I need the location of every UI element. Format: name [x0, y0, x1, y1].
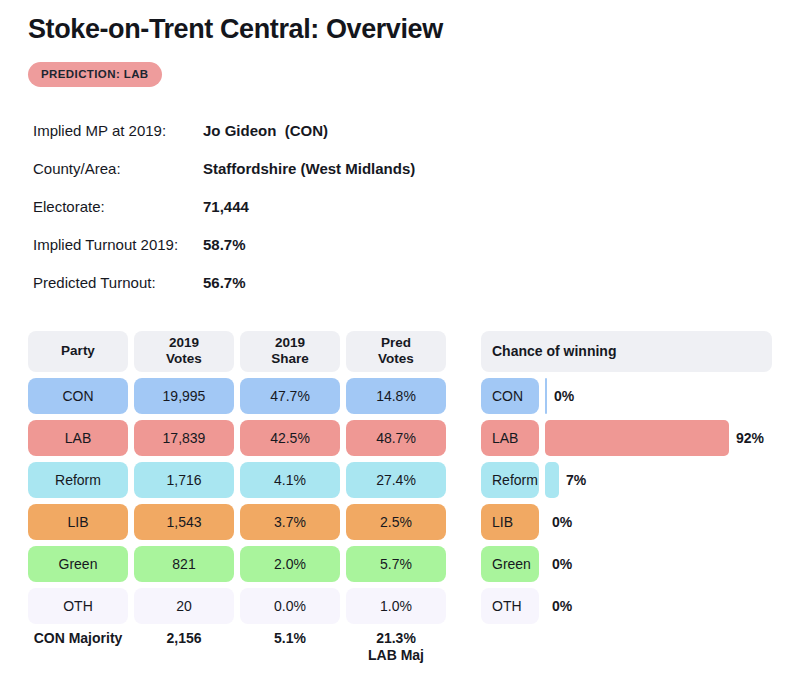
constituency-details: Implied MP at 2019: Jo Gideon (CON) Coun… [28, 122, 772, 292]
pred-votes-cell: 1.0% [346, 588, 446, 624]
constituency-overview-page: Stoke-on-Trent Central: Overview PREDICT… [0, 0, 794, 670]
header-cell-2019-votes: 2019 Votes [134, 331, 234, 372]
chance-row-lib: LIB 0% [481, 504, 772, 540]
bar-zone: 0% [545, 546, 772, 582]
party-cell: CON [28, 378, 128, 414]
detail-label: Implied Turnout 2019: [33, 236, 203, 254]
detail-value: 58.7% [203, 236, 246, 254]
chance-bar [545, 378, 547, 414]
majority-share: 5.1% [240, 630, 340, 664]
bar-zone: 0% [545, 504, 772, 540]
detail-row-predicted-turnout: Predicted Turnout: 56.7% [33, 274, 772, 292]
chance-bar [545, 420, 729, 456]
votes-2019-cell: 19,995 [134, 378, 234, 414]
detail-row-implied-mp: Implied MP at 2019: Jo Gideon (CON) [33, 122, 772, 140]
detail-label: Implied MP at 2019: [33, 122, 203, 140]
chance-of-winning-panel: Chance of winning CON 0% LAB 92% Reform [481, 331, 772, 630]
table-row-con: CON 19,995 47.7% 14.8% [28, 378, 446, 414]
chance-pct-label: 0% [552, 598, 572, 614]
share-2019-cell: 2.0% [240, 546, 340, 582]
chance-pct-label: 0% [554, 388, 574, 404]
detail-row-electorate: Electorate: 71,444 [33, 198, 772, 216]
detail-label: County/Area: [33, 160, 203, 178]
bar-zone: 92% [545, 420, 772, 456]
share-2019-cell: 47.7% [240, 378, 340, 414]
party-cell: Green [28, 546, 128, 582]
party-chip: LIB [481, 504, 539, 540]
table-row-lab: LAB 17,839 42.5% 48.7% [28, 420, 446, 456]
bar-zone: 7% [545, 462, 772, 498]
results-table: Party 2019 Votes 2019 Share Pred Votes C… [28, 331, 446, 670]
prediction-badge: PREDICTION: LAB [28, 62, 162, 87]
share-2019-cell: 3.7% [240, 504, 340, 540]
table-row-lib: LIB 1,543 3.7% 2.5% [28, 504, 446, 540]
bar-zone: 0% [545, 588, 772, 624]
party-cell: OTH [28, 588, 128, 624]
pred-votes-cell: 5.7% [346, 546, 446, 582]
header-cell-pred-votes: Pred Votes [346, 331, 446, 372]
pred-votes-cell: 27.4% [346, 462, 446, 498]
detail-row-implied-turnout: Implied Turnout 2019: 58.7% [33, 236, 772, 254]
bar-zone: 0% [545, 378, 772, 414]
chance-row-lab: LAB 92% [481, 420, 772, 456]
share-2019-cell: 0.0% [240, 588, 340, 624]
chance-pct-label: 7% [566, 472, 586, 488]
votes-2019-cell: 1,716 [134, 462, 234, 498]
detail-value: Staffordshire (West Midlands) [203, 160, 415, 178]
majority-votes: 2,156 [134, 630, 234, 664]
party-cell: LAB [28, 420, 128, 456]
chance-row-reform: Reform 7% [481, 462, 772, 498]
chance-pct-label: 0% [552, 514, 572, 530]
table-row-green: Green 821 2.0% 5.7% [28, 546, 446, 582]
chance-row-con: CON 0% [481, 378, 772, 414]
party-chip: Green [481, 546, 539, 582]
chance-pct-label: 0% [552, 556, 572, 572]
detail-value: 71,444 [203, 198, 249, 216]
share-2019-cell: 42.5% [240, 420, 340, 456]
detail-label: Predicted Turnout: [33, 274, 203, 292]
chance-panel-title: Chance of winning [481, 331, 772, 372]
votes-2019-cell: 17,839 [134, 420, 234, 456]
votes-2019-cell: 821 [134, 546, 234, 582]
share-2019-cell: 4.1% [240, 462, 340, 498]
detail-row-county-area: County/Area: Staffordshire (West Midland… [33, 160, 772, 178]
header-cell-party: Party [28, 331, 128, 372]
party-chip: CON [481, 378, 539, 414]
majority-label: CON Majority [28, 630, 128, 664]
pred-votes-cell: 48.7% [346, 420, 446, 456]
party-chip: Reform [481, 462, 539, 498]
detail-value: 56.7% [203, 274, 246, 292]
table-row-oth: OTH 20 0.0% 1.0% [28, 588, 446, 624]
party-chip: LAB [481, 420, 539, 456]
votes-2019-cell: 1,543 [134, 504, 234, 540]
chance-pct-label: 92% [736, 430, 764, 446]
table-header-row: Party 2019 Votes 2019 Share Pred Votes [28, 331, 446, 372]
pred-votes-cell: 14.8% [346, 378, 446, 414]
party-cell: Reform [28, 462, 128, 498]
detail-value: Jo Gideon (CON) [203, 122, 328, 140]
party-chip: OTH [481, 588, 539, 624]
detail-label: Electorate: [33, 198, 203, 216]
party-cell: LIB [28, 504, 128, 540]
pred-votes-cell: 2.5% [346, 504, 446, 540]
chance-row-oth: OTH 0% [481, 588, 772, 624]
chance-row-green: Green 0% [481, 546, 772, 582]
table-footer-row: CON Majority 2,156 5.1% 21.3% LAB Maj [28, 630, 446, 664]
header-cell-2019-share: 2019 Share [240, 331, 340, 372]
table-row-reform: Reform 1,716 4.1% 27.4% [28, 462, 446, 498]
votes-2019-cell: 20 [134, 588, 234, 624]
majority-pred: 21.3% LAB Maj [346, 630, 446, 664]
chance-bar [545, 462, 559, 498]
page-title: Stoke-on-Trent Central: Overview [28, 13, 772, 46]
results-section: Party 2019 Votes 2019 Share Pred Votes C… [28, 331, 772, 670]
